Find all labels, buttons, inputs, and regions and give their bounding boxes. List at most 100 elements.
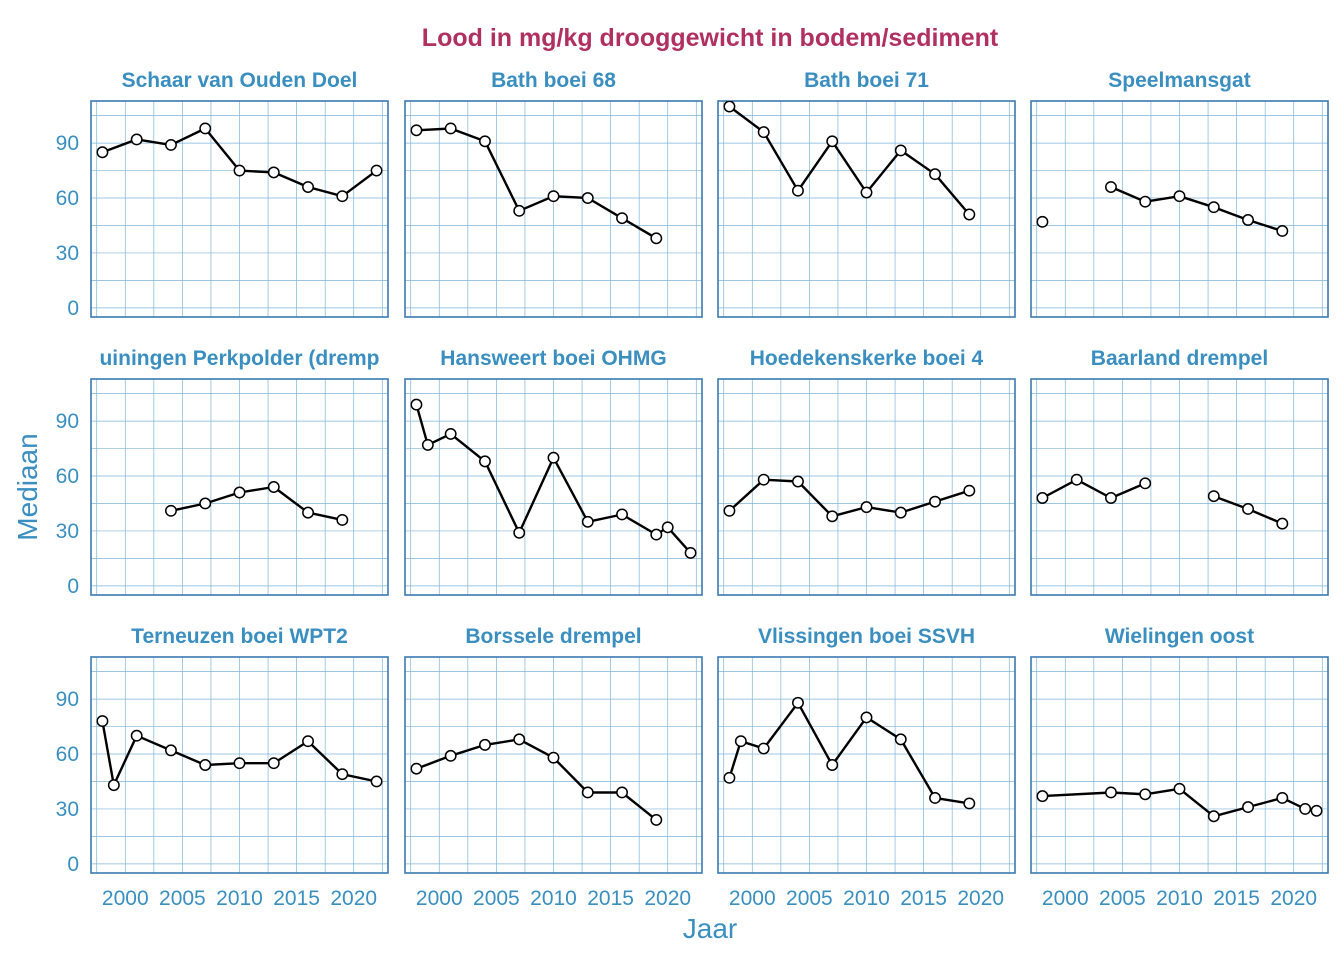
- data-point: [1070, 473, 1083, 486]
- x-tick-label: 2015: [1213, 887, 1260, 910]
- data-point: [1105, 786, 1117, 799]
- data-series: [1036, 181, 1289, 237]
- data-point: [513, 733, 526, 746]
- data-point: [1105, 492, 1117, 504]
- x-axis-label: Jaar: [683, 913, 737, 944]
- panel-title: Terneuzen boei WPT2: [131, 625, 348, 648]
- data-point: [860, 501, 873, 514]
- x-tick-label: 2010: [843, 887, 890, 910]
- data-point: [650, 813, 663, 826]
- y-tick-label: 60: [56, 187, 79, 210]
- x-tick-label: 2010: [216, 887, 263, 910]
- panel-border: [90, 100, 389, 318]
- data-point: [650, 232, 663, 245]
- panel-gridlines: [1031, 657, 1328, 873]
- data-point: [894, 733, 907, 746]
- x-tick-label: 2005: [473, 887, 520, 910]
- data-point: [165, 504, 177, 517]
- panel-gridlines: [91, 657, 388, 873]
- data-point: [792, 696, 804, 709]
- panel-title: Vlissingen boei SSVH: [758, 625, 975, 648]
- y-axis-label: Mediaan: [12, 433, 43, 540]
- x-tick-label: 2010: [530, 887, 577, 910]
- panel-title: Wielingen oost: [1105, 625, 1254, 648]
- facet-grid: Schaar van Ouden Doel 0 30 60 90 Bath boei 68…: [56, 69, 1329, 910]
- y-tick-label: 0: [67, 853, 79, 876]
- y-tick-label: 0: [67, 297, 79, 320]
- series-line: [728, 105, 971, 216]
- data-point: [929, 495, 941, 508]
- data-point: [1310, 804, 1323, 817]
- data-point: [894, 506, 907, 519]
- data-point: [826, 135, 839, 148]
- data-series: [723, 101, 976, 221]
- data-point: [410, 124, 423, 137]
- facet-panel: Hoedekenskerke boei 4: [717, 347, 1016, 596]
- data-point: [336, 513, 349, 526]
- data-point: [581, 515, 594, 528]
- data-point: [1242, 214, 1254, 226]
- data-point: [233, 757, 246, 770]
- data-point: [723, 101, 736, 113]
- data-point: [581, 192, 594, 204]
- series-line: [101, 720, 377, 787]
- data-series: [410, 398, 697, 559]
- panel-gridlines: [718, 657, 1015, 873]
- data-point: [826, 759, 839, 771]
- data-point: [1036, 790, 1049, 803]
- data-point: [267, 166, 280, 179]
- data-point: [199, 497, 212, 510]
- x-tick-label: 2020: [330, 887, 377, 910]
- data-point: [757, 473, 770, 486]
- data-point: [444, 749, 457, 762]
- data-point: [479, 135, 491, 148]
- data-point: [826, 510, 839, 523]
- data-point: [1105, 181, 1117, 193]
- data-point: [1139, 788, 1152, 801]
- y-tick-label: 30: [56, 520, 79, 543]
- data-series: [723, 696, 976, 810]
- series-line: [416, 127, 657, 240]
- data-point: [757, 126, 770, 139]
- panel-border: [404, 378, 703, 596]
- panel-border: [404, 100, 703, 318]
- facet-panel: Bath boei 68: [404, 69, 703, 318]
- data-point: [860, 186, 873, 199]
- data-point: [963, 797, 976, 810]
- data-point: [421, 438, 434, 451]
- data-point: [684, 546, 697, 559]
- data-point: [547, 751, 560, 764]
- facet-panel: Wielingen oost 2000 2005 2010 2015 2020: [1030, 625, 1329, 910]
- data-series: [723, 473, 976, 523]
- y-tick-label: 60: [56, 743, 79, 766]
- data-point: [199, 122, 212, 135]
- data-point: [1276, 517, 1289, 530]
- data-point: [1036, 492, 1049, 504]
- data-point: [96, 715, 109, 728]
- data-series: [1036, 782, 1323, 823]
- data-point: [410, 398, 423, 411]
- data-point: [410, 762, 423, 775]
- x-tick-label: 2015: [900, 887, 947, 910]
- data-point: [233, 164, 246, 177]
- data-series: [96, 122, 383, 203]
- facet-panel: Vlissingen boei SSVH 2000 2005 2010 2015 2020: [717, 625, 1016, 910]
- panel-title: Hansweert boei OHMG: [440, 347, 666, 370]
- panel-border: [717, 378, 1016, 596]
- x-tick-label: 2020: [957, 887, 1004, 910]
- facet-panel: Speelmansgat: [1030, 69, 1329, 318]
- data-point: [661, 521, 674, 534]
- data-point: [107, 779, 120, 792]
- panel-title: Speelmansgat: [1108, 69, 1250, 92]
- data-point: [734, 735, 747, 748]
- x-tick-label: 2010: [1156, 887, 1203, 910]
- x-tick-label: 2000: [729, 887, 776, 910]
- data-point: [616, 508, 628, 521]
- facet-panel: Schaar van Ouden Doel 0 30 60 90: [56, 69, 389, 320]
- panel-title: Bath boei 68: [491, 69, 616, 92]
- x-tick-label: 2005: [1099, 887, 1146, 910]
- data-point: [199, 759, 212, 771]
- data-point: [479, 455, 491, 468]
- x-tick-label: 2005: [159, 887, 206, 910]
- data-series: [96, 715, 383, 792]
